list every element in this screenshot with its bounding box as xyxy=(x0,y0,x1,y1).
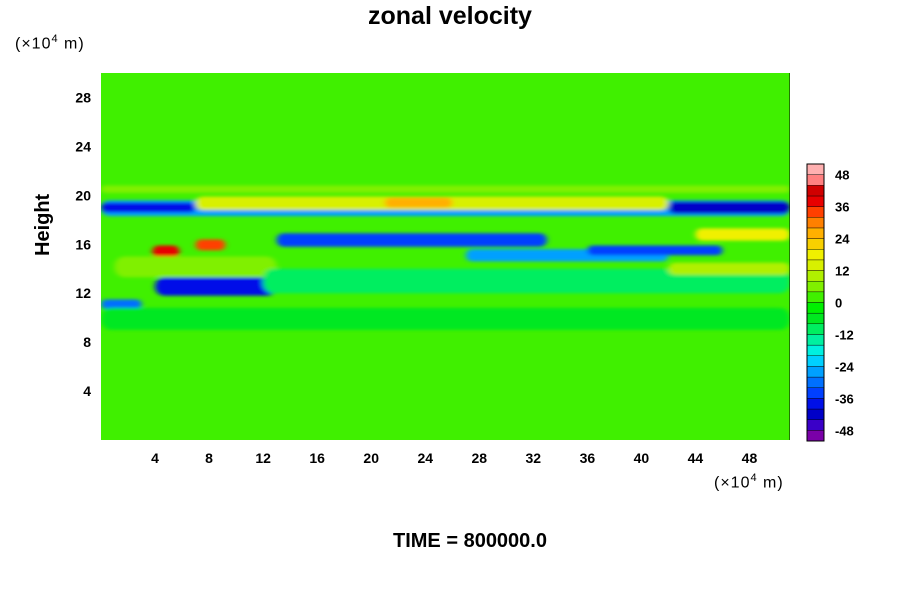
heatmap-cell-16 xyxy=(101,307,790,330)
colorbar-label--48: -48 xyxy=(835,423,854,438)
heatmap-cell-13 xyxy=(695,228,790,241)
heatmap-features xyxy=(101,185,790,440)
y-tick-label-4: 4 xyxy=(83,383,91,399)
x-tick-label-20: 20 xyxy=(363,450,379,466)
x-tick-label-16: 16 xyxy=(309,450,325,466)
colorbar-swatch-7 xyxy=(806,355,825,367)
colorbar-swatch-24 xyxy=(806,174,825,186)
colorbar-label--12: -12 xyxy=(835,327,854,342)
colorbar-swatch-23 xyxy=(806,185,825,197)
x-tick-label-40: 40 xyxy=(634,450,650,466)
heatmap-cell-2 xyxy=(668,201,790,214)
colorbar-swatch-21 xyxy=(806,206,825,218)
colorbar-swatch-13 xyxy=(806,291,825,303)
y-unit-label: (×104 m) xyxy=(15,33,85,53)
colorbar-swatch-11 xyxy=(806,312,825,325)
colorbar-swatch-3 xyxy=(806,398,825,410)
y-tick-label-24: 24 xyxy=(75,138,91,154)
colorbar-swatch-9 xyxy=(806,334,825,346)
heatmap-cell-1 xyxy=(101,202,196,213)
x-axis-ticks: 4 8 12 16 20 24 28 32 36 40 44 48 xyxy=(151,450,757,466)
colorbar-swatch-22 xyxy=(806,195,825,207)
heatmap-cell-5 xyxy=(276,233,547,247)
colorbar-label-24: 24 xyxy=(835,232,850,247)
colorbar-label-0: 0 xyxy=(835,296,842,311)
y-tick-label-16: 16 xyxy=(75,236,91,252)
heatmap-cell-7 xyxy=(587,245,723,256)
y-axis-ticks: 4 8 12 16 20 24 28 xyxy=(75,89,91,399)
x-tick-label-48: 48 xyxy=(742,450,758,466)
heatmap-cell-8 xyxy=(155,277,277,296)
colorbar-swatch-10 xyxy=(806,323,825,335)
colorbar-swatch-15 xyxy=(806,270,825,282)
x-tick-label-4: 4 xyxy=(151,450,159,466)
colorbar-swatch-4 xyxy=(806,387,825,399)
heatmap-cell-14 xyxy=(101,185,790,193)
colorbar-label-36: 36 xyxy=(835,200,849,215)
heatmap-cell-17 xyxy=(668,262,790,275)
colorbar-swatch-17 xyxy=(806,249,825,261)
heatmap-cell-9 xyxy=(101,299,142,310)
heatmap-cell-15 xyxy=(263,268,790,294)
colorbar-swatch-20 xyxy=(806,217,825,229)
x-tick-label-28: 28 xyxy=(471,450,487,466)
x-unit-label: (×104 m) xyxy=(714,472,784,492)
colorbar: 48 36 24 12 0 -12 -24 -36 -48 xyxy=(806,163,855,442)
x-tick-label-44: 44 xyxy=(688,450,704,466)
colorbar-swatch-1 xyxy=(806,419,825,431)
heatmap-cell-12 xyxy=(114,256,277,278)
y-tick-label-28: 28 xyxy=(75,89,91,105)
y-tick-label-12: 12 xyxy=(75,285,91,301)
x-tick-label-8: 8 xyxy=(205,450,213,466)
colorbar-swatch-8 xyxy=(806,344,825,356)
colorbar-swatch-14 xyxy=(806,280,825,293)
colorbar-swatch-25 xyxy=(806,163,825,175)
heatmap-cell-4 xyxy=(384,197,453,208)
colorbar-swatch-6 xyxy=(806,366,825,378)
time-label: TIME = 800000.0 xyxy=(393,530,547,552)
x-tick-label-36: 36 xyxy=(580,450,596,466)
y-tick-label-20: 20 xyxy=(75,187,91,203)
x-tick-label-24: 24 xyxy=(417,450,433,466)
colorbar-swatch-5 xyxy=(806,376,825,388)
x-tick-label-12: 12 xyxy=(255,450,271,466)
heatmap-plot-area xyxy=(101,73,790,440)
y-tick-label-8: 8 xyxy=(83,334,91,350)
colorbar-label--36: -36 xyxy=(835,391,854,406)
colorbar-swatch-12 xyxy=(806,302,825,314)
colorbar-swatch-0 xyxy=(806,430,825,442)
x-tick-label-32: 32 xyxy=(526,450,542,466)
heatmap-cell-10 xyxy=(152,245,180,258)
colorbar-swatch-18 xyxy=(806,238,825,250)
colorbar-swatch-2 xyxy=(806,408,825,420)
colorbar-frame xyxy=(806,163,825,442)
colorbar-label-48: 48 xyxy=(835,168,849,183)
heatmap-cell-18 xyxy=(101,336,790,440)
colorbar-swatch-19 xyxy=(806,227,825,239)
colorbar-label--24: -24 xyxy=(835,359,855,374)
colorbar-label-12: 12 xyxy=(835,264,849,279)
colorbar-swatch-16 xyxy=(806,259,825,271)
heatmap-cell-11 xyxy=(195,239,226,251)
chart-title: zonal velocity xyxy=(368,2,532,30)
